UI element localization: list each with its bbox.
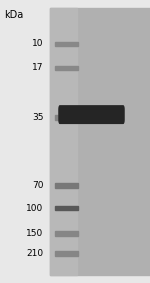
FancyBboxPatch shape (59, 106, 124, 123)
Bar (55, 206, 78, 210)
Bar (55, 66, 78, 70)
Bar (55, 115, 78, 120)
Bar (55, 183, 78, 188)
Text: 10: 10 (32, 39, 44, 48)
Bar (55, 251, 78, 256)
Bar (50, 8, 76, 275)
Text: 35: 35 (32, 113, 44, 122)
Bar (50, 8, 150, 275)
Text: kDa: kDa (4, 10, 24, 20)
Text: 210: 210 (26, 249, 44, 258)
Bar (55, 231, 78, 236)
Text: 17: 17 (32, 63, 44, 72)
Text: 100: 100 (26, 203, 44, 213)
Bar (55, 42, 78, 46)
Text: 70: 70 (32, 181, 44, 190)
Text: 150: 150 (26, 229, 44, 238)
FancyBboxPatch shape (59, 108, 124, 121)
FancyBboxPatch shape (59, 107, 124, 122)
